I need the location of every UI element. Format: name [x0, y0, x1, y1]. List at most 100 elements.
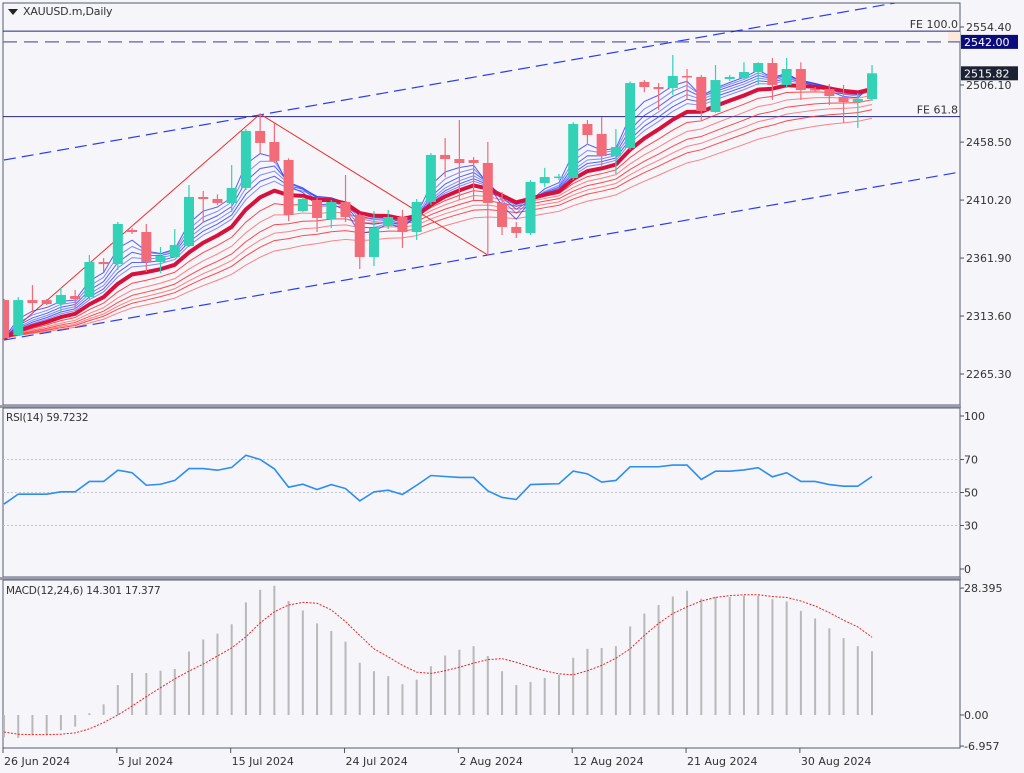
collapse-triangle-icon[interactable] — [8, 8, 18, 15]
candle-bull — [625, 83, 636, 148]
macd-histogram-bar — [3, 715, 5, 738]
macd-histogram-bar — [216, 633, 219, 715]
candle-bear — [639, 81, 650, 88]
macd-histogram-bar — [515, 685, 518, 715]
candle-bear — [838, 96, 849, 103]
candle-bear — [596, 133, 607, 157]
candle-bear — [582, 123, 593, 136]
macd-histogram-bar — [358, 662, 361, 715]
channel-line — [3, 3, 895, 161]
rsi-line — [3, 454, 873, 505]
candle-bull — [112, 223, 123, 265]
symbol-header[interactable]: XAUUSD.m,Daily — [8, 5, 113, 18]
macd-histogram-bar — [415, 679, 418, 715]
macd-histogram-bar — [572, 657, 575, 715]
candle-bear — [767, 63, 778, 85]
candle-bear — [212, 199, 223, 203]
candle-bull — [368, 228, 379, 257]
macd-histogram-bar — [45, 715, 48, 735]
macd-histogram-bar — [159, 670, 162, 715]
candle-bear — [127, 229, 138, 233]
candle-bull — [183, 196, 194, 247]
short-ema-line — [3, 72, 873, 339]
short-ema-line — [3, 80, 873, 339]
candle-bull — [781, 69, 792, 85]
candle-bear — [3, 300, 9, 338]
macd-histogram-bar — [643, 613, 646, 715]
candle-bear — [468, 159, 479, 163]
candle-bull — [710, 80, 721, 112]
macd-histogram-bar — [714, 596, 717, 715]
main-ema-line — [3, 83, 873, 340]
macd-histogram-bar — [330, 630, 333, 715]
candle-bull — [226, 187, 237, 203]
candle-bull — [553, 176, 564, 179]
macd-panel-border — [2, 579, 961, 749]
macd-histogram-bar — [401, 684, 404, 715]
candle-bear — [511, 226, 522, 233]
y-tick-label: 2313.60 — [966, 310, 1012, 323]
candle-bear — [269, 141, 280, 161]
macd-histogram-bar — [387, 676, 390, 715]
candle-bear — [795, 69, 806, 91]
candle-bull — [425, 154, 436, 203]
x-tick-label: 26 Jun 2024 — [4, 755, 70, 768]
macd-tick-label: -6.957 — [964, 740, 999, 753]
macd-histogram-bar — [543, 677, 546, 715]
macd-histogram-bar — [173, 668, 176, 715]
macd-histogram-bar — [74, 715, 77, 727]
candle-bear — [440, 154, 451, 160]
macd-label: MACD(12,24,6) 14.301 17.377 — [6, 585, 161, 597]
candle-bear — [454, 159, 465, 163]
macd-histogram-bar — [259, 589, 262, 715]
macd-histogram-bar — [856, 646, 859, 715]
macd-histogram-bar — [145, 672, 148, 715]
candle-bear — [682, 75, 693, 78]
macd-tick-label: 0.00 — [964, 709, 989, 722]
macd-histogram-bar — [316, 623, 319, 715]
main-panel-border — [2, 2, 961, 406]
candle-bear — [70, 295, 81, 299]
macd-histogram-bar — [372, 671, 375, 715]
candle-bear — [397, 217, 408, 233]
macd-histogram-bar — [728, 596, 731, 715]
macd-histogram-bar — [344, 641, 347, 715]
macd-histogram-bar — [742, 595, 745, 715]
long-ema-line — [3, 94, 873, 339]
candle-bear — [497, 202, 508, 227]
x-tick-label: 5 Jul 2024 — [118, 755, 173, 768]
fibo-level-label: FE 61.8 — [917, 104, 958, 117]
x-tick-label: 15 Jul 2024 — [232, 755, 294, 768]
x-tick-label: 2 Aug 2024 — [459, 755, 522, 768]
candle-bull — [539, 177, 550, 184]
candle-bull — [169, 244, 180, 257]
candle-bear — [141, 232, 152, 263]
macd-histogram-bar — [230, 624, 233, 715]
macd-histogram-bar — [700, 598, 703, 715]
macd-histogram-bar — [828, 628, 831, 715]
macd-histogram-bar — [629, 626, 632, 715]
macd-histogram-bar — [785, 601, 788, 715]
macd-histogram-bar — [586, 648, 589, 715]
candle-bull — [326, 202, 337, 220]
long-ema-line — [3, 104, 873, 339]
macd-histogram-bar — [871, 651, 874, 715]
x-tick-label: 24 Jul 2024 — [346, 755, 408, 768]
candle-bear — [653, 87, 664, 90]
y-tick-label: 2361.90 — [966, 252, 1012, 265]
candle-bear — [41, 300, 52, 305]
long-ema-line — [3, 91, 873, 339]
long-ema-line — [3, 117, 873, 339]
macd-histogram-bar — [17, 715, 20, 738]
macd-histogram-bar — [529, 681, 532, 715]
candle-bear — [198, 196, 209, 200]
candle-bear — [696, 76, 707, 112]
macd-histogram-bar — [501, 671, 504, 715]
candle-bull — [667, 75, 678, 88]
macd-histogram-bar — [287, 601, 290, 715]
short-ema-line — [3, 78, 873, 339]
macd-histogram-bar — [657, 605, 660, 715]
rsi-tick-label: 30 — [964, 520, 978, 533]
rsi-label: RSI(14) 59.7232 — [6, 412, 89, 424]
